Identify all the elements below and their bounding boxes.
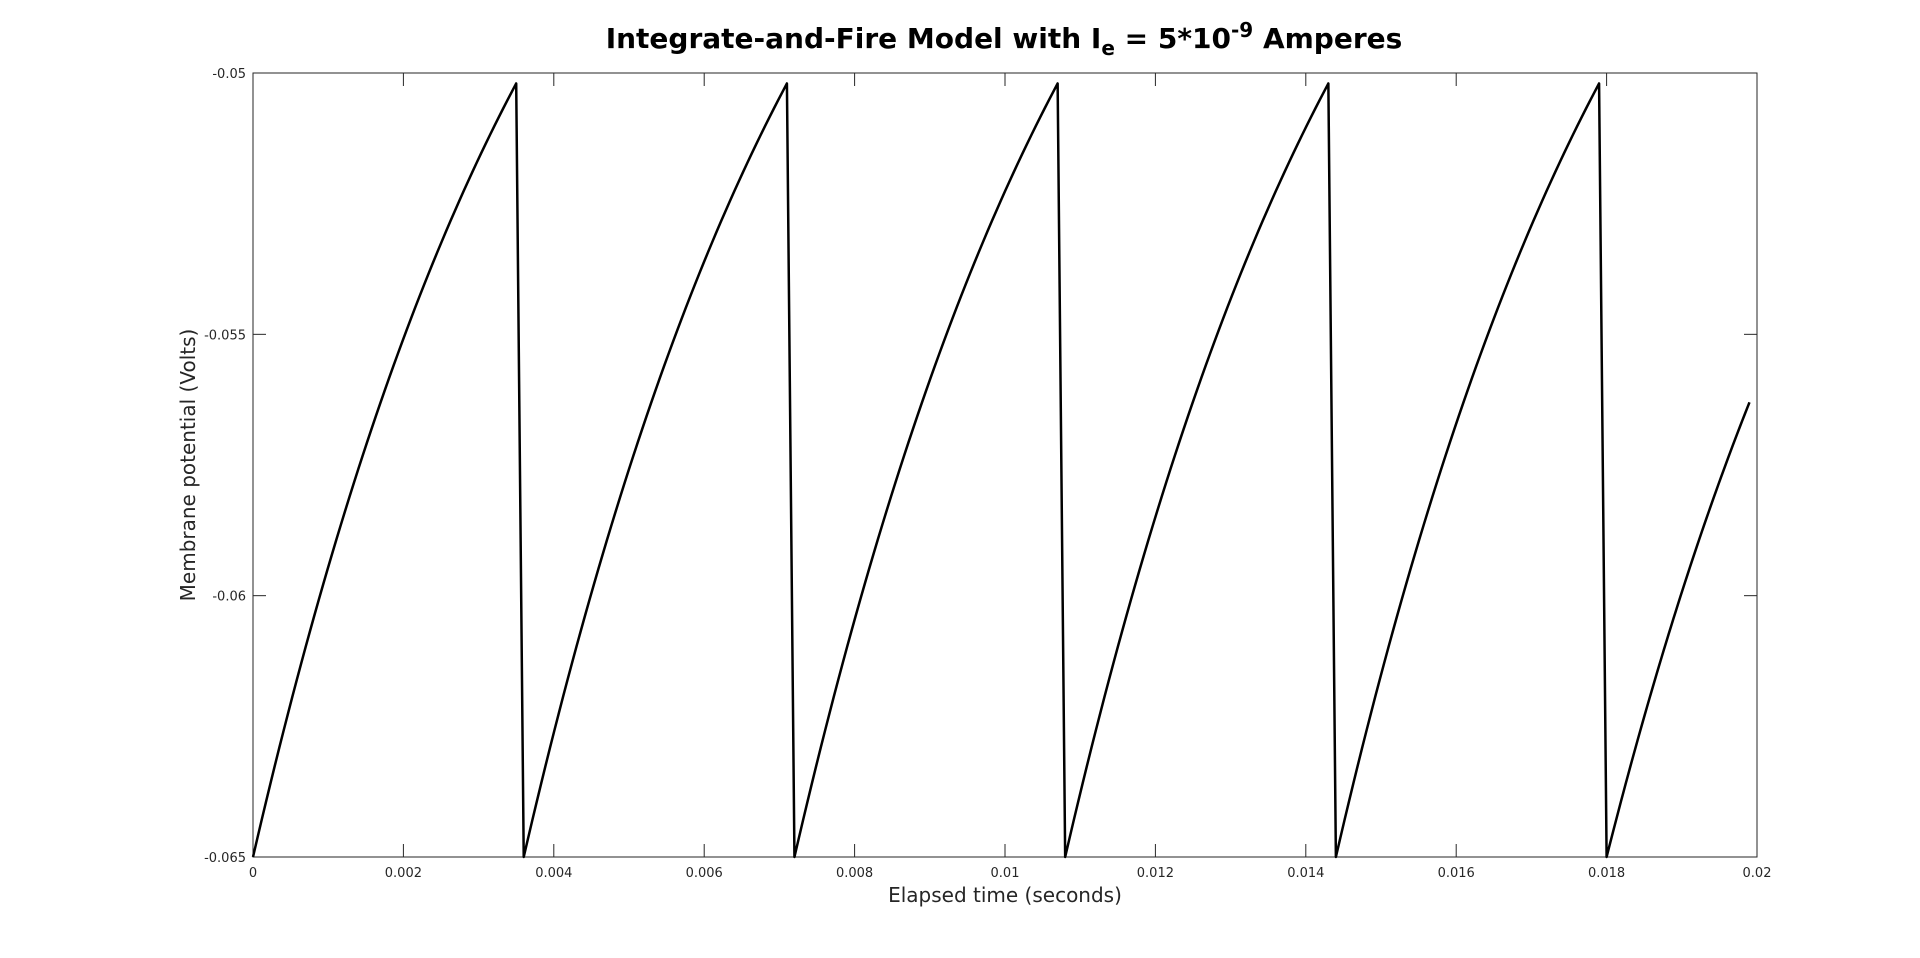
x-tick-label: 0.008	[836, 866, 873, 881]
x-tick-label: 0.006	[686, 866, 723, 881]
x-tick-label: 0.004	[535, 866, 572, 881]
chart-title: Integrate-and-Fire Model with Ie = 5*10-…	[606, 18, 1403, 60]
y-tick-label: -0.065	[204, 851, 246, 866]
chart-title-subscript: e	[1101, 36, 1115, 60]
x-axis-label: Elapsed time (seconds)	[888, 883, 1122, 907]
x-tick-label: 0.018	[1588, 866, 1625, 881]
x-tick-label: 0.002	[385, 866, 422, 881]
x-tick-label: 0.01	[991, 866, 1020, 881]
x-tick-label: 0.02	[1743, 866, 1772, 881]
series-group	[251, 82, 1751, 859]
y-tick-label: -0.06	[212, 590, 246, 605]
x-tick-label: 0.014	[1287, 866, 1324, 881]
chart-title-suffix: Amperes	[1253, 22, 1402, 55]
chart-title-superscript: -9	[1231, 18, 1253, 42]
y-axis-ticks: -0.065 -0.06 -0.055 -0.05	[204, 67, 1757, 866]
x-tick-label: 0.016	[1438, 866, 1475, 881]
chart-title-middle: = 5*10	[1115, 22, 1231, 55]
x-tick-label: 0	[249, 866, 257, 881]
x-tick-label: 0.012	[1137, 866, 1174, 881]
chart-title-prefix: Integrate-and-Fire Model with I	[606, 22, 1102, 55]
plot-area	[252, 72, 1758, 858]
y-axis-label: Membrane potential (Volts)	[176, 329, 200, 602]
series-line-0	[251, 82, 1751, 859]
x-axis-ticks: 0 0.002 0.004 0.006 0.008 0.01 0.012 0.014 0.016…	[249, 73, 1772, 881]
y-tick-label: -0.05	[212, 67, 246, 82]
y-tick-label: -0.055	[204, 328, 246, 343]
